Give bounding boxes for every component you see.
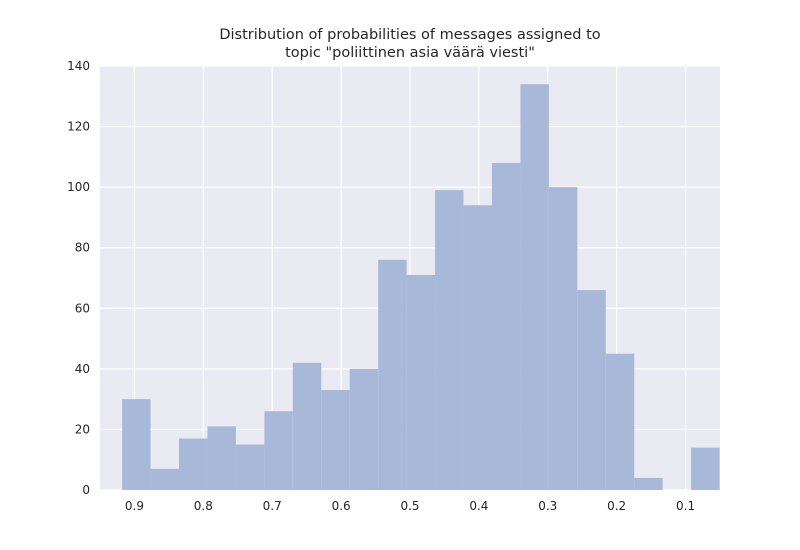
histogram-bar [264,411,293,490]
histogram-bar [463,205,492,491]
y-tick-label: 140 [67,59,90,73]
histogram-bar [321,390,350,490]
x-tick-label: 0.5 [400,499,419,513]
histogram-bar [122,399,151,490]
chart-title-line-2: topic "poliittinen asia väärä viesti" [285,45,535,61]
histogram-bar [378,259,407,490]
y-tick-label: 120 [67,120,90,134]
x-tick-label: 0.3 [538,499,557,513]
y-tick-label: 100 [67,180,90,194]
histogram-bar [691,447,720,490]
x-axis-ticks: 0.9 0.8 0.7 0.6 0.5 0.4 0.3 0.2 0.1 [125,499,695,513]
y-tick-label: 20 [75,422,90,436]
y-tick-label: 0 [82,483,90,497]
histogram-bar [634,477,663,490]
histogram-bar [179,438,208,490]
histogram-bar [605,353,635,490]
histogram-bar [577,290,606,490]
x-tick-label: 0.7 [263,499,282,513]
x-tick-label: 0.1 [676,499,695,513]
histogram-bar [548,187,578,490]
histogram-bar [520,84,549,491]
x-tick-label: 0.9 [125,499,144,513]
y-tick-label: 80 [75,241,90,255]
histogram-bars [122,84,720,491]
y-tick-label: 60 [75,301,90,315]
histogram-bar [406,274,436,490]
histogram-bar [349,368,379,490]
histogram-bar [150,468,180,490]
histogram-bar [491,162,521,490]
histogram-bar [235,444,265,490]
y-axis-ticks: 0 20 40 60 80 100 120 140 [67,59,90,497]
x-tick-label: 0.2 [607,499,626,513]
histogram-bar [207,426,236,490]
histogram-bar [435,190,464,490]
x-tick-label: 0.8 [194,499,213,513]
x-tick-label: 0.6 [332,499,351,513]
chart-title-line-1: Distribution of probabilities of message… [219,27,600,43]
y-tick-label: 40 [75,362,90,376]
x-tick-label: 0.4 [469,499,488,513]
histogram-bar [292,362,322,490]
